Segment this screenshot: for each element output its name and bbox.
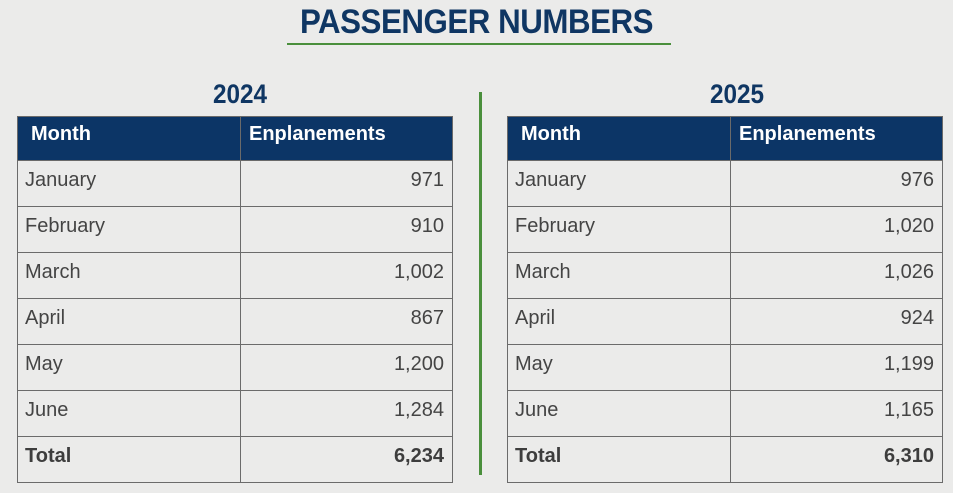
page-title: PASSENGER NUMBERS — [299, 3, 654, 41]
total-value: 6,234 — [240, 436, 453, 483]
table-row: March 1,002 — [17, 252, 453, 299]
year-heading-2025: 2025 — [709, 79, 765, 109]
table-row: May 1,200 — [17, 344, 453, 391]
month-cell: May — [17, 344, 241, 391]
enplanements-cell: 1,165 — [730, 390, 943, 437]
enplanements-cell: 1,002 — [240, 252, 453, 299]
column-header-enplanements: Enplanements — [730, 116, 943, 161]
month-cell: February — [17, 206, 241, 253]
table-row: February 1,020 — [507, 206, 943, 253]
table-row: January 971 — [17, 160, 453, 207]
table-row: January 976 — [507, 160, 943, 207]
total-row: Total 6,234 — [17, 436, 453, 483]
enplanements-table-2025: Month Enplanements January 976 February … — [507, 116, 943, 483]
month-cell: June — [17, 390, 241, 437]
month-cell: April — [507, 298, 731, 345]
table-row: April 867 — [17, 298, 453, 345]
enplanements-cell: 976 — [730, 160, 943, 207]
enplanements-cell: 1,026 — [730, 252, 943, 299]
enplanements-cell: 1,284 — [240, 390, 453, 437]
month-cell: January — [17, 160, 241, 207]
table-row: June 1,165 — [507, 390, 943, 437]
enplanements-cell: 1,200 — [240, 344, 453, 391]
table-header-row: Month Enplanements — [17, 116, 453, 161]
column-header-month: Month — [507, 116, 731, 161]
month-cell: March — [17, 252, 241, 299]
enplanements-cell: 1,020 — [730, 206, 943, 253]
total-label: Total — [17, 436, 241, 483]
column-header-month: Month — [17, 116, 241, 161]
enplanements-cell: 1,199 — [730, 344, 943, 391]
title-underline — [287, 43, 671, 45]
month-cell: January — [507, 160, 731, 207]
enplanements-table-2024: Month Enplanements January 971 February … — [17, 116, 453, 483]
month-cell: March — [507, 252, 731, 299]
month-cell: May — [507, 344, 731, 391]
year-heading-2024: 2024 — [212, 79, 268, 109]
section-divider — [479, 92, 482, 475]
table-row: February 910 — [17, 206, 453, 253]
month-cell: February — [507, 206, 731, 253]
enplanements-cell: 924 — [730, 298, 943, 345]
total-label: Total — [507, 436, 731, 483]
month-cell: April — [17, 298, 241, 345]
total-row: Total 6,310 — [507, 436, 943, 483]
table-row: April 924 — [507, 298, 943, 345]
enplanements-cell: 867 — [240, 298, 453, 345]
column-header-enplanements: Enplanements — [240, 116, 453, 161]
enplanements-cell: 971 — [240, 160, 453, 207]
table-row: June 1,284 — [17, 390, 453, 437]
table-header-row: Month Enplanements — [507, 116, 943, 161]
total-value: 6,310 — [730, 436, 943, 483]
month-cell: June — [507, 390, 731, 437]
enplanements-cell: 910 — [240, 206, 453, 253]
table-row: May 1,199 — [507, 344, 943, 391]
table-row: March 1,026 — [507, 252, 943, 299]
